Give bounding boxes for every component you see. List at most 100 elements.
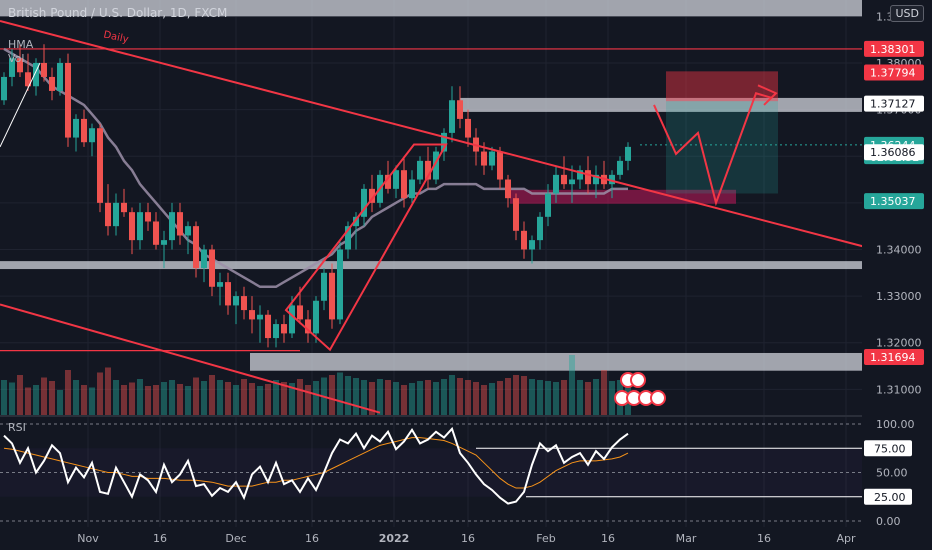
candle-body	[497, 151, 503, 180]
candle-body	[17, 58, 23, 73]
candle-body	[585, 170, 591, 185]
candle-body	[417, 160, 423, 180]
volume-bar	[409, 383, 415, 415]
resistance-zone	[460, 97, 862, 112]
volume-bar	[401, 385, 407, 415]
trend-drawings: Daily	[0, 20, 867, 414]
time-tick: 16	[461, 532, 475, 545]
volume-bar	[473, 382, 479, 415]
price-label-box	[864, 95, 924, 112]
price-label: 1.38301	[870, 43, 916, 56]
volume-bar	[337, 372, 343, 415]
rsi-tick: 50.00	[876, 467, 908, 480]
price-label-box	[864, 144, 924, 161]
candle-body	[217, 282, 223, 287]
candle-body	[617, 160, 623, 175]
candle-body	[33, 62, 39, 87]
indicator-label-hma[interactable]: HMA	[8, 38, 34, 51]
volume-bar	[33, 385, 39, 415]
time-tick: 2022	[379, 532, 410, 545]
candle-body	[569, 179, 575, 185]
candle-body	[89, 128, 95, 143]
volume-bar	[209, 375, 215, 415]
price-labels: 1.383011.377941.371271.3624402:01:521.36…	[864, 40, 924, 365]
candle-body	[449, 100, 455, 133]
candle-body	[353, 216, 359, 227]
candle-body	[529, 240, 535, 250]
time-tick: 16	[757, 532, 771, 545]
volume-bar	[553, 382, 559, 415]
flag-event-icon	[630, 372, 646, 388]
rsi-band	[0, 448, 862, 497]
currency-button[interactable]: USD	[890, 5, 924, 22]
candle-body	[129, 212, 135, 241]
candle-body	[49, 76, 55, 91]
support-resistance-zones	[0, 0, 862, 371]
price-tick: 1.33000	[876, 290, 922, 303]
volume-bar	[465, 380, 471, 415]
candle-body	[249, 310, 255, 320]
candle-body	[1, 76, 7, 101]
volume-bar	[505, 378, 511, 415]
rsi-level-label: 75.00	[874, 442, 906, 455]
volume-bar	[577, 380, 583, 415]
projection-arrowhead	[757, 84, 778, 106]
volume-bar	[65, 370, 71, 415]
candle-body	[121, 202, 127, 213]
volume-bar	[481, 385, 487, 415]
volume-bar	[73, 380, 79, 415]
candle-body	[73, 118, 79, 138]
price-label-box	[864, 193, 924, 210]
candle-body	[25, 72, 31, 87]
candle-body	[609, 174, 615, 185]
volume-bar	[281, 382, 287, 415]
hma-series	[3, 47, 628, 289]
event-icons[interactable]	[614, 372, 666, 406]
candle-body	[97, 128, 103, 203]
daily-trendline	[0, 20, 867, 249]
volume-bar	[17, 375, 23, 415]
candle-body	[465, 118, 471, 138]
candle-body	[537, 216, 543, 241]
time-tick: Dec	[225, 532, 246, 545]
price-label-box	[864, 40, 924, 57]
volume-bar	[433, 382, 439, 415]
projection-path	[653, 92, 773, 207]
volume-bar	[193, 377, 199, 415]
candle-body	[273, 324, 279, 339]
volume-bar	[177, 384, 183, 415]
candle-body	[161, 240, 167, 245]
volume-bar	[145, 386, 151, 415]
rsi-tick: 100.00	[876, 418, 915, 431]
indicator-label-rsi[interactable]: RSI	[8, 421, 26, 434]
hma-line	[3, 47, 628, 289]
candle-body	[57, 62, 63, 91]
support-zone	[0, 261, 862, 270]
volume-bar	[609, 381, 615, 415]
volume-bar	[137, 379, 143, 415]
volume-bar	[449, 375, 455, 415]
candle-body	[337, 249, 343, 320]
candle-body	[137, 212, 143, 241]
price-label: 1.36086	[870, 146, 916, 159]
candle-body	[185, 226, 191, 236]
candle-body	[145, 212, 151, 222]
indicator-label-vol[interactable]: Vol	[8, 52, 25, 65]
volume-bar	[225, 382, 231, 415]
time-tick: Feb	[536, 532, 555, 545]
candle-body	[281, 324, 287, 334]
resistance-zone-top	[0, 0, 862, 17]
candle-body	[433, 151, 439, 180]
volume-bar	[41, 377, 47, 415]
volume-bar	[457, 378, 463, 415]
candle-body	[153, 221, 159, 245]
candle-body	[177, 212, 183, 236]
candle-body	[289, 305, 295, 334]
candle-body	[241, 296, 247, 311]
volume-bar	[169, 380, 175, 415]
candle-body	[313, 300, 319, 334]
candle-body	[345, 226, 351, 250]
rsi-level-box	[864, 440, 912, 457]
candle-body	[41, 62, 47, 77]
